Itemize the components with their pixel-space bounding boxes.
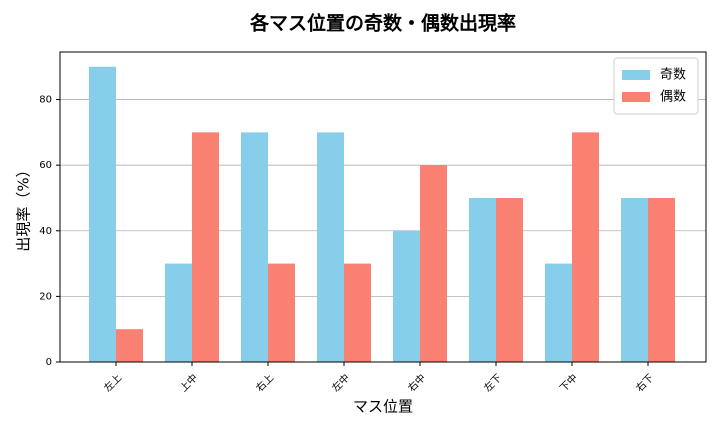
y-axis-label: 出現率（%） <box>15 162 33 251</box>
x-tick-label: 上中 <box>177 371 200 394</box>
y-tick-label: 20 <box>39 291 52 302</box>
x-tick-label: 左中 <box>329 371 352 394</box>
chart-title: 各マス位置の奇数・偶数出現率 <box>249 12 516 35</box>
bar <box>621 197 648 362</box>
legend-label: 奇数 <box>660 67 686 83</box>
x-tick-label: 右下 <box>633 371 656 394</box>
bar <box>469 197 496 362</box>
legend-swatch <box>622 92 650 102</box>
bar <box>241 132 268 362</box>
y-tick-label: 60 <box>39 160 52 171</box>
bar <box>317 132 344 362</box>
bar <box>393 230 420 362</box>
legend-label: 偶数 <box>660 90 686 105</box>
x-axis-label: マス位置 <box>353 398 413 416</box>
bar <box>420 165 447 362</box>
legend-box <box>613 57 699 115</box>
x-tick-label: 左上 <box>101 371 124 394</box>
bar <box>165 263 192 362</box>
bar <box>116 329 143 362</box>
legend-swatch <box>622 70 650 80</box>
bar <box>496 197 523 362</box>
plot-frame <box>59 51 707 363</box>
bar <box>344 263 371 362</box>
bar <box>545 263 572 362</box>
x-tick-label: 下中 <box>557 371 580 394</box>
bar <box>89 66 116 362</box>
x-tick-label: 右上 <box>253 371 276 394</box>
bar <box>648 197 675 362</box>
x-tick-label: 右中 <box>405 371 428 394</box>
y-tick-label: 0 <box>46 357 52 368</box>
bar <box>572 132 599 362</box>
bar <box>268 263 295 362</box>
bar <box>192 132 219 362</box>
y-tick-label: 40 <box>39 226 52 237</box>
x-tick-label: 左下 <box>481 371 504 394</box>
y-tick-label: 80 <box>39 95 52 106</box>
